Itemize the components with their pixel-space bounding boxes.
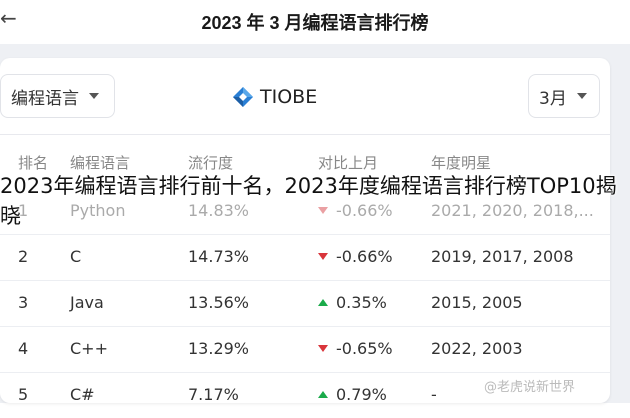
change-cell: 0.35% [318,293,387,312]
ranking-card: 编程语言 TIOBE 3月 排名 编程语言 流行度 对比上月 年度明星 1 Py… [0,58,610,404]
divider [0,134,610,135]
change-cell: 0.79% [318,385,387,404]
language-cell: Python [70,201,126,220]
caret-down-icon [576,93,587,99]
column-header-stars: 年度明星 [431,154,492,172]
language-cell: C [70,247,82,266]
popularity-cell: 14.73% [188,247,250,266]
watermark: @老虎说新世界 [484,380,576,395]
rank-cell: 3 [18,293,29,312]
stars-cell: 2015, 2005 [431,293,523,312]
tiobe-diamond-icon [233,87,253,107]
change-value: 0.35% [336,293,387,312]
popularity-cell: 7.17% [188,385,239,404]
rank-cell: 1 [18,201,29,220]
change-cell: -0.65% [318,339,393,358]
column-header-language: 编程语言 [70,154,131,172]
change-value: -0.65% [336,339,393,358]
table-row[interactable]: 1 Python 14.83% -0.66% 2021, 2020, 2018,… [0,189,610,235]
stars-cell: 2021, 2020, 2018,... [431,201,594,220]
stars-cell: 2019, 2017, 2008 [431,247,574,266]
language-select-label: 编程语言 [11,88,79,109]
popularity-cell: 14.83% [188,201,250,220]
trend-up-icon [318,299,328,306]
table-header: 排名 编程语言 流行度 对比上月 年度明星 [0,152,610,176]
language-cell: Java [70,293,104,312]
popularity-cell: 13.29% [188,339,250,358]
rank-cell: 4 [18,339,29,358]
rank-cell: 5 [18,385,29,404]
trend-up-icon [318,391,328,398]
top-bar: ← 2023 年 3 月编程语言排行榜 [0,0,630,44]
change-cell: -0.66% [318,247,393,266]
table-row[interactable]: 4 C++ 13.29% -0.65% 2022, 2003 [0,327,610,373]
table-row[interactable]: 2 C 14.73% -0.66% 2019, 2017, 2008 [0,235,610,281]
language-select[interactable]: 编程语言 [0,74,115,118]
change-value: -0.66% [336,201,393,220]
trend-down-icon [318,207,328,214]
month-select[interactable]: 3月 [528,74,600,118]
column-header-rank: 排名 [18,154,49,172]
trend-down-icon [318,345,328,352]
change-value: -0.66% [336,247,393,266]
back-arrow-icon[interactable]: ← [0,6,17,30]
rank-cell: 2 [18,247,29,266]
month-select-label: 3月 [539,88,567,109]
table-row[interactable]: 3 Java 13.56% 0.35% 2015, 2005 [0,281,610,327]
tiobe-logo: TIOBE [232,85,317,109]
trend-down-icon [318,253,328,260]
change-value: 0.79% [336,385,387,404]
popularity-cell: 13.56% [188,293,250,312]
column-header-popularity: 流行度 [188,154,234,172]
change-cell: -0.66% [318,201,393,220]
column-header-change: 对比上月 [318,154,379,172]
logo-text: TIOBE [260,86,318,108]
language-cell: C++ [70,339,108,358]
table-row[interactable]: 5 C# 7.17% 0.79% - [0,373,610,418]
filter-toolbar: 编程语言 TIOBE 3月 [0,58,610,133]
page-title: 2023 年 3 月编程语言排行榜 [201,13,429,33]
stars-cell: - [431,385,437,404]
caret-down-icon [89,93,99,99]
overlay-caption: 2023年编程语言排行前十名，2023年度编程语言排行榜TOP10揭晓 [0,174,617,228]
language-cell: C# [70,385,95,404]
stars-cell: 2022, 2003 [431,339,523,358]
